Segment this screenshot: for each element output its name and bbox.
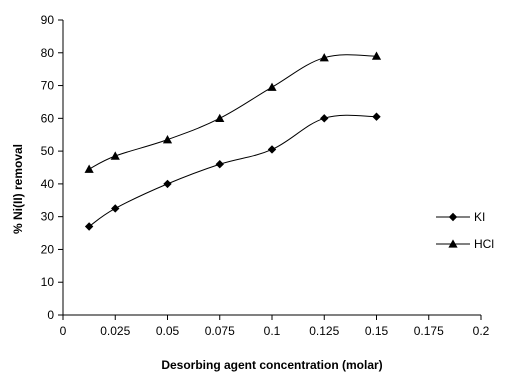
x-tick-label: 0.1: [264, 324, 281, 338]
series-line-ki: [88, 114, 377, 227]
y-axis-ticks: 0 10 20 30 40 50 60 70 80 90: [41, 13, 63, 322]
data-point-ki: [267, 145, 277, 154]
x-axis-title: Desorbing agent concentration (molar): [161, 358, 382, 372]
y-tick-label: 40: [41, 177, 55, 191]
x-tick-label: 0.15: [365, 324, 389, 338]
y-tick-label: 80: [41, 46, 55, 60]
y-axis-title: % Ni(II) removal: [11, 144, 25, 234]
x-tick-label: 0.125: [309, 324, 339, 338]
data-point-hcl: [110, 151, 120, 160]
x-tick-label: 0.175: [414, 324, 444, 338]
data-point-ki: [372, 112, 381, 121]
series-hcl: [84, 51, 382, 173]
series-line-hcl: [88, 54, 377, 170]
y-tick-label: 20: [41, 242, 55, 256]
data-point-hcl: [319, 53, 329, 62]
x-tick-label: 0.05: [156, 324, 180, 338]
y-tick-label: 60: [41, 111, 55, 125]
legend-item-hcl: HCl: [436, 237, 494, 251]
legend-marker-ki: [448, 212, 458, 222]
data-point-ki: [163, 179, 172, 189]
legend-marker-hcl: [448, 239, 458, 248]
x-tick-label: 0: [60, 324, 67, 338]
y-tick-label: 90: [41, 13, 55, 27]
data-point-ki: [320, 114, 329, 123]
y-tick-label: 30: [41, 210, 55, 224]
x-tick-label: 0.025: [100, 324, 130, 338]
legend-label: HCl: [474, 237, 494, 251]
data-point-hcl: [84, 164, 94, 173]
x-tick-label: 0.2: [473, 324, 490, 338]
legend: KI HCl: [436, 210, 494, 251]
x-axis-ticks: 0 0.025 0.05 0.075 0.1 0.125 0.15 0.175 0.2: [60, 315, 490, 338]
y-tick-label: 0: [47, 308, 54, 322]
legend-item-ki: KI: [436, 210, 485, 224]
data-point-hcl: [371, 51, 382, 60]
data-point-hcl: [162, 135, 173, 144]
y-tick-label: 70: [41, 79, 55, 93]
series-layer: [84, 51, 382, 231]
data-point-hcl: [215, 113, 225, 123]
series-ki: [84, 112, 381, 231]
x-tick-label: 0.075: [205, 324, 235, 338]
y-tick-label: 50: [41, 144, 55, 158]
data-point-ki: [215, 160, 224, 169]
data-point-hcl: [267, 82, 277, 91]
data-point-ki: [84, 222, 94, 231]
data-point-ki: [111, 204, 120, 213]
y-tick-label: 10: [41, 275, 55, 289]
legend-label: KI: [474, 210, 485, 224]
